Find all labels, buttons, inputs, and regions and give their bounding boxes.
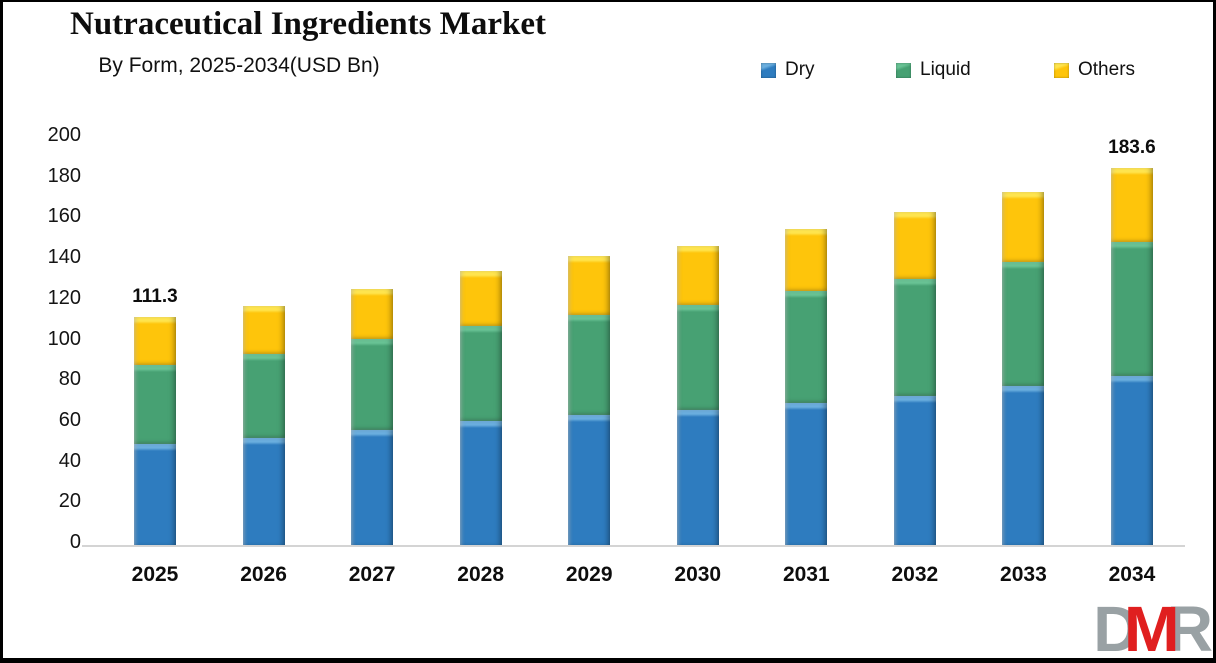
y-axis-tick-label: 20: [58, 490, 81, 513]
bar-total-label-2034: 183.6: [1108, 136, 1156, 158]
chart-title: Nutraceutical Ingredients Market: [70, 6, 546, 42]
bar-segment-liquid-2030: [676, 305, 719, 410]
legend-label-dry: Dry: [785, 59, 815, 80]
bar-segment-dry-2032: [893, 396, 936, 547]
bar-segment-liquid-2031: [785, 290, 828, 404]
bar-segment-others-2029: [568, 255, 611, 315]
y-axis-tick-label: 0: [69, 531, 81, 553]
bar-segment-others-2028: [459, 270, 502, 327]
x-axis-label-2029: 2029: [565, 563, 613, 586]
bar-segment-others-2034: [1110, 167, 1153, 243]
bar-segment-others-2027: [351, 288, 394, 340]
bar-segment-dry-2030: [676, 409, 719, 547]
x-axis-label-2028: 2028: [457, 563, 504, 586]
x-axis-label-2030: 2030: [674, 563, 722, 586]
y-axis-tick-label: 200: [47, 124, 81, 146]
legend-item-liquid: Liquid: [896, 58, 971, 82]
y-axis-tick-label: 160: [47, 205, 81, 228]
y-axis-tick-label: 60: [58, 408, 81, 431]
dmr-logo-letter-m: M: [1124, 593, 1180, 663]
bar-segment-liquid-2027: [351, 339, 394, 431]
x-axis-label-2026: 2026: [240, 563, 287, 586]
bar-segment-others-2026: [242, 305, 285, 354]
legend-item-others: Others: [1054, 58, 1135, 82]
y-axis-tick-label: 100: [47, 327, 81, 350]
y-axis-tick-label: 120: [47, 286, 81, 309]
legend-label-others: Others: [1078, 59, 1136, 80]
bar-segment-others-2031: [785, 228, 828, 291]
bar-segment-others-2032: [893, 212, 936, 279]
x-axis-label-2031: 2031: [782, 563, 830, 586]
bar-total-label-2025: 111.3: [132, 286, 178, 308]
legend-item-dry: Dry: [761, 58, 815, 82]
x-axis-line: [82, 545, 1185, 547]
bar-segment-dry-2025: [134, 443, 176, 547]
bar-segment-liquid-2032: [893, 278, 936, 397]
bar-segment-liquid-2034: [1110, 242, 1153, 376]
y-axis-tick-label: 40: [58, 449, 81, 472]
bar-segment-dry-2028: [459, 421, 502, 547]
legend-swatch-dry-icon: [761, 62, 776, 78]
legend-swatch-liquid-icon: [896, 62, 911, 78]
y-axis-tick-label: 180: [47, 164, 81, 187]
bar-segment-dry-2031: [785, 403, 828, 547]
bar-segment-liquid-2033: [1002, 262, 1045, 386]
bar-segment-liquid-2028: [459, 326, 502, 422]
x-axis-label-2033: 2033: [1000, 563, 1047, 586]
bar-segment-others-2033: [1002, 191, 1045, 263]
bar-segment-others-2025: [134, 317, 176, 366]
bar-segment-liquid-2026: [242, 353, 285, 438]
dmr-logo: DMR: [1093, 593, 1213, 663]
bar-segment-dry-2027: [351, 430, 394, 547]
bar-segment-liquid-2029: [568, 314, 611, 415]
legend-label-liquid: Liquid: [920, 59, 971, 80]
dmr-logo-letter-d: D: [1093, 593, 1139, 663]
legend-swatch-others-icon: [1054, 62, 1069, 78]
chart-subtitle: By Form, 2025-2034(USD Bn): [98, 54, 380, 77]
x-axis-label-2025: 2025: [131, 563, 179, 586]
bar-segment-dry-2034: [1110, 375, 1153, 547]
dmr-logo-letter-r: R: [1166, 593, 1213, 663]
x-axis-label-2032: 2032: [891, 563, 939, 586]
bar-segment-liquid-2025: [134, 365, 176, 444]
bar-segment-dry-2033: [1002, 385, 1045, 547]
bar-segment-others-2030: [676, 245, 719, 306]
y-axis-tick-label: 80: [58, 368, 81, 391]
y-axis-tick-label: 140: [47, 246, 81, 269]
bar-segment-dry-2029: [568, 414, 611, 547]
x-axis-label-2034: 2034: [1108, 563, 1156, 586]
bar-segment-dry-2026: [242, 437, 285, 547]
x-axis-label-2027: 2027: [348, 563, 396, 586]
